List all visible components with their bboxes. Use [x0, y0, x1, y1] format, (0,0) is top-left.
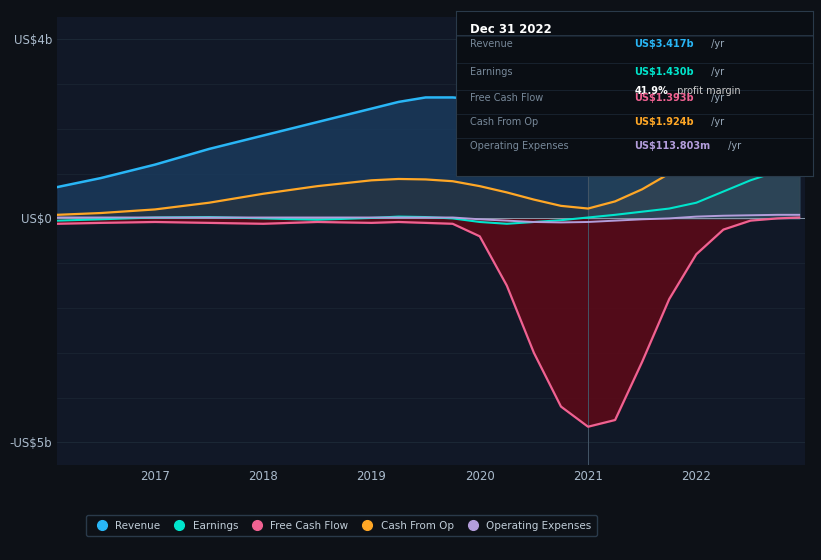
Text: /yr: /yr: [709, 39, 724, 49]
Text: Free Cash Flow: Free Cash Flow: [470, 93, 544, 103]
Text: US$113.803m: US$113.803m: [635, 141, 710, 151]
Text: /yr: /yr: [709, 93, 724, 103]
Text: /yr: /yr: [725, 141, 741, 151]
Text: 41.9%: 41.9%: [635, 86, 668, 96]
Legend: Revenue, Earnings, Free Cash Flow, Cash From Op, Operating Expenses: Revenue, Earnings, Free Cash Flow, Cash …: [86, 515, 597, 536]
Text: Dec 31 2022: Dec 31 2022: [470, 23, 552, 36]
Text: US$1.430b: US$1.430b: [635, 67, 694, 77]
Text: Earnings: Earnings: [470, 67, 512, 77]
Text: US$3.417b: US$3.417b: [635, 39, 694, 49]
Text: profit margin: profit margin: [673, 86, 741, 96]
Text: /yr: /yr: [709, 67, 724, 77]
Text: Revenue: Revenue: [470, 39, 512, 49]
Text: US$1.393b: US$1.393b: [635, 93, 694, 103]
Text: /yr: /yr: [709, 117, 724, 127]
Text: Operating Expenses: Operating Expenses: [470, 141, 569, 151]
Text: US$1.924b: US$1.924b: [635, 117, 694, 127]
Text: Cash From Op: Cash From Op: [470, 117, 539, 127]
